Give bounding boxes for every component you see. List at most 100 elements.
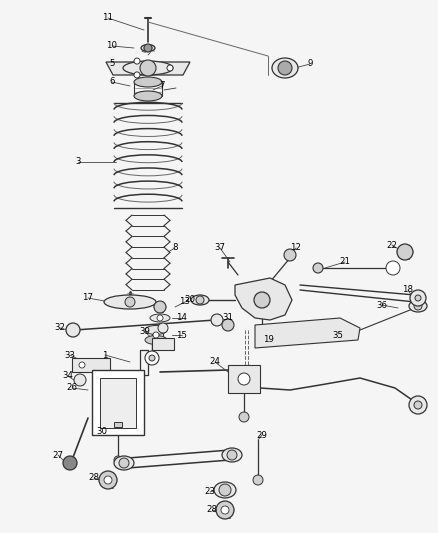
Circle shape	[158, 323, 168, 333]
Bar	[114, 422, 122, 427]
Circle shape	[313, 263, 323, 273]
Bar	[72, 358, 110, 372]
Ellipse shape	[150, 314, 170, 322]
Text: 31: 31	[223, 313, 233, 322]
Text: 28: 28	[206, 505, 218, 514]
Ellipse shape	[222, 448, 242, 462]
Circle shape	[211, 314, 223, 326]
Text: 10: 10	[106, 42, 117, 51]
Ellipse shape	[214, 482, 236, 498]
Circle shape	[63, 456, 77, 470]
Circle shape	[119, 458, 129, 468]
Circle shape	[99, 471, 117, 489]
Circle shape	[144, 44, 152, 52]
Text: 36: 36	[377, 301, 388, 310]
Text: 37: 37	[215, 244, 226, 253]
Circle shape	[167, 65, 173, 71]
Ellipse shape	[123, 61, 173, 75]
Circle shape	[410, 290, 426, 306]
Polygon shape	[106, 62, 190, 75]
Circle shape	[149, 355, 155, 361]
Circle shape	[74, 374, 86, 386]
Circle shape	[216, 501, 234, 519]
Circle shape	[145, 351, 159, 365]
Circle shape	[66, 323, 80, 337]
Text: 39: 39	[140, 327, 150, 336]
Circle shape	[409, 396, 427, 414]
Text: 17: 17	[82, 294, 93, 303]
Circle shape	[254, 292, 270, 308]
Circle shape	[125, 297, 135, 307]
Text: 21: 21	[339, 257, 350, 266]
Text: 14: 14	[177, 313, 187, 322]
Circle shape	[134, 58, 140, 64]
Text: 32: 32	[54, 324, 66, 333]
Ellipse shape	[104, 295, 156, 309]
Ellipse shape	[191, 295, 209, 305]
Ellipse shape	[134, 91, 162, 101]
Circle shape	[104, 476, 112, 484]
Text: 24: 24	[209, 358, 220, 367]
Polygon shape	[255, 318, 360, 348]
Text: 6: 6	[109, 77, 115, 86]
Text: 1: 1	[102, 351, 108, 359]
Circle shape	[278, 61, 292, 75]
Circle shape	[386, 261, 400, 275]
Circle shape	[253, 475, 263, 485]
Text: 22: 22	[386, 240, 398, 249]
Text: 19: 19	[262, 335, 273, 344]
Ellipse shape	[114, 456, 134, 470]
Text: 23: 23	[205, 488, 215, 497]
Circle shape	[239, 412, 249, 422]
Circle shape	[196, 296, 204, 304]
Circle shape	[397, 244, 413, 260]
Circle shape	[219, 484, 231, 496]
Ellipse shape	[134, 77, 162, 87]
Circle shape	[221, 506, 229, 514]
Ellipse shape	[145, 335, 167, 344]
Ellipse shape	[145, 326, 167, 335]
Text: 28: 28	[88, 473, 99, 482]
Circle shape	[79, 362, 85, 368]
Text: 9: 9	[307, 60, 313, 69]
Text: 3: 3	[75, 157, 81, 166]
Text: 8: 8	[172, 244, 178, 253]
Text: 29: 29	[257, 431, 268, 440]
Circle shape	[258, 336, 266, 344]
Text: 18: 18	[403, 286, 413, 295]
Text: 20: 20	[184, 295, 195, 304]
Circle shape	[284, 249, 296, 261]
Ellipse shape	[272, 58, 298, 78]
Text: 35: 35	[332, 332, 343, 341]
Circle shape	[227, 450, 237, 460]
Text: 5: 5	[109, 60, 115, 69]
Circle shape	[114, 456, 122, 464]
Ellipse shape	[141, 44, 155, 52]
Bar	[152, 338, 174, 350]
Text: 15: 15	[177, 330, 187, 340]
Text: 13: 13	[180, 297, 191, 306]
Circle shape	[140, 60, 156, 76]
Bar	[92, 370, 144, 435]
Circle shape	[153, 332, 159, 338]
Text: 27: 27	[53, 450, 64, 459]
Circle shape	[415, 295, 421, 301]
Text: 26: 26	[67, 384, 78, 392]
Ellipse shape	[409, 300, 427, 312]
Circle shape	[134, 72, 140, 78]
Circle shape	[222, 319, 234, 331]
Text: 11: 11	[102, 13, 113, 22]
Circle shape	[414, 302, 422, 310]
Text: 33: 33	[64, 351, 75, 359]
Circle shape	[238, 373, 250, 385]
Bar	[100, 378, 136, 428]
Text: 34: 34	[63, 372, 74, 381]
Polygon shape	[235, 278, 292, 320]
Text: 30: 30	[96, 427, 107, 437]
Bar	[228, 365, 260, 393]
Circle shape	[414, 401, 422, 409]
Circle shape	[154, 301, 166, 313]
Text: 12: 12	[290, 244, 301, 253]
Circle shape	[157, 315, 163, 321]
Text: 7: 7	[159, 82, 165, 91]
